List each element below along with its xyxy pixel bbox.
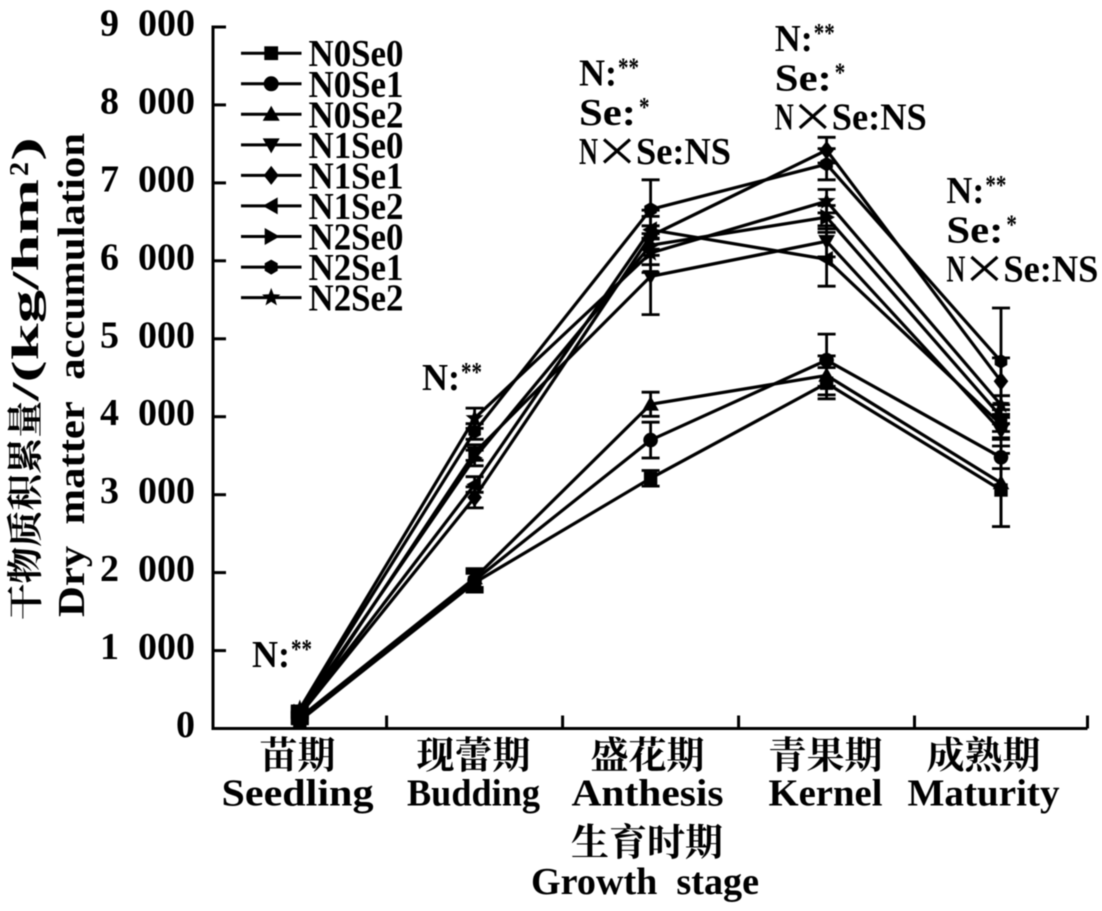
svg-text:N: N <box>579 131 598 173</box>
svg-text:8 000: 8 000 <box>100 80 195 122</box>
svg-text:2 000: 2 000 <box>100 548 195 590</box>
svg-text:*: * <box>1006 209 1017 239</box>
svg-text:**: ** <box>814 18 835 48</box>
svg-text:N2Se0: N2Se0 <box>309 217 404 259</box>
svg-text:1 000: 1 000 <box>100 626 195 668</box>
svg-text:3 000: 3 000 <box>100 470 195 512</box>
svg-text:): ) <box>5 137 47 161</box>
svg-text:2: 2 <box>4 162 34 176</box>
svg-text:7 000: 7 000 <box>100 158 195 200</box>
svg-text:Dry matter accumulation: Dry matter accumulation <box>51 133 93 617</box>
svg-text:Se:NS: Se:NS <box>1003 248 1098 290</box>
svg-text:N:: N: <box>579 53 617 95</box>
svg-text:N: N <box>946 248 965 290</box>
svg-text:*: * <box>639 92 650 122</box>
svg-text:Anthesis: Anthesis <box>572 773 724 815</box>
svg-text:N0Se2: N0Se2 <box>309 94 404 136</box>
svg-text:Se:: Se: <box>775 57 832 99</box>
svg-text:Maturity: Maturity <box>908 773 1060 815</box>
svg-text:N:: N: <box>252 634 290 676</box>
svg-text:N:: N: <box>946 170 984 212</box>
svg-text:6 000: 6 000 <box>100 236 195 278</box>
svg-text:Se:NS: Se:NS <box>636 131 731 173</box>
svg-text:Growth stage: Growth stage <box>531 861 759 903</box>
svg-text:Seedling: Seedling <box>222 773 374 815</box>
svg-text:**: ** <box>618 53 639 83</box>
svg-text:N0Se0: N0Se0 <box>309 33 404 75</box>
svg-text:*: * <box>835 57 846 87</box>
svg-text:0: 0 <box>176 704 195 746</box>
svg-text:N: N <box>775 96 794 138</box>
svg-text:N2Se2: N2Se2 <box>309 278 404 320</box>
svg-text:N0Se1: N0Se1 <box>309 64 404 106</box>
svg-text:**: ** <box>461 357 482 387</box>
svg-text:4 000: 4 000 <box>100 392 195 434</box>
svg-text:N2Se1: N2Se1 <box>309 247 404 289</box>
svg-text:**: ** <box>291 634 312 664</box>
svg-text:9 000: 9 000 <box>100 3 195 45</box>
svg-text:Se:: Se: <box>579 92 636 134</box>
svg-text:N:: N: <box>775 18 813 60</box>
svg-text:N1Se1: N1Se1 <box>309 155 404 197</box>
svg-text:Kernel: Kernel <box>769 773 883 815</box>
svg-text:N1Se0: N1Se0 <box>309 125 404 167</box>
svg-text:/(kg/hm: /(kg/hm <box>5 179 47 403</box>
svg-text:Budding: Budding <box>407 773 540 815</box>
svg-text:N:: N: <box>422 357 460 399</box>
svg-text:N1Se2: N1Se2 <box>309 186 404 228</box>
svg-text:5 000: 5 000 <box>100 314 195 356</box>
svg-text:Se:: Se: <box>946 209 1003 251</box>
svg-text:Se:NS: Se:NS <box>832 96 927 138</box>
svg-text:**: ** <box>985 170 1006 200</box>
